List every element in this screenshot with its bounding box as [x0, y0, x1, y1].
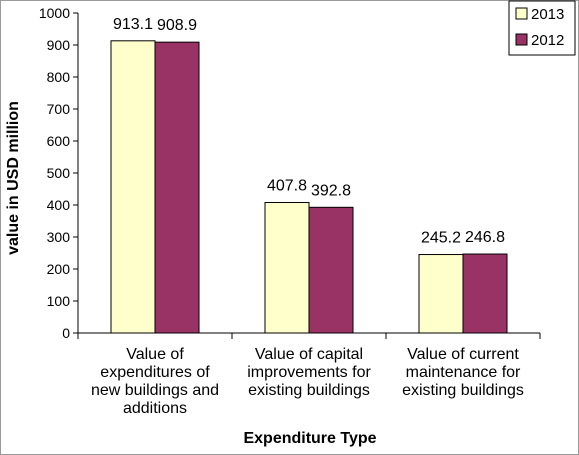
y-tick-label: 1000 [39, 5, 70, 21]
legend-swatch-2013 [515, 7, 528, 20]
x-category-label-line: Value of [126, 346, 184, 363]
bar-2013 [110, 40, 156, 334]
y-tick-label: 100 [47, 293, 71, 309]
data-label: 246.8 [465, 229, 505, 246]
bars [110, 40, 508, 334]
legend-label-2013: 2013 [531, 6, 564, 23]
x-category-label-line: existing buildings [248, 382, 370, 399]
bar-2013 [264, 202, 310, 334]
x-category-label-line: Value of current [407, 346, 519, 363]
legend-label-2012: 2012 [531, 32, 564, 49]
x-category-label-line: expenditures of [100, 364, 210, 381]
y-tick-label: 800 [47, 69, 71, 85]
y-axis-title: value in USD million [5, 101, 22, 255]
y-tick-label: 500 [47, 165, 71, 181]
x-category-label-line: existing buildings [402, 382, 524, 399]
data-label: 908.9 [157, 17, 197, 34]
data-label: 392.8 [311, 182, 351, 199]
y-tick-label: 200 [47, 261, 71, 277]
y-tick-label: 900 [47, 37, 71, 53]
y-tick-label: 700 [47, 101, 71, 117]
bar-2013 [418, 254, 464, 334]
x-axis-title: Expenditure Type [243, 430, 376, 447]
x-category-label-line: additions [123, 400, 187, 417]
bar-2012 [154, 41, 200, 334]
y-axis: 0 100 200 300 400 500 600 700 800 900 1000 [39, 5, 79, 341]
legend: 2013 2012 [508, 0, 576, 56]
x-category-label-line: Value of capital [255, 346, 363, 363]
data-label: 245.2 [421, 230, 461, 247]
x-axis: Value of expenditures of new buildings and… [77, 332, 541, 417]
y-tick-label: 300 [47, 229, 71, 245]
x-category-label-line: new buildings and [91, 382, 219, 399]
y-tick-label: 400 [47, 197, 71, 213]
y-tick-label: 0 [62, 325, 70, 341]
legend-swatch-2012 [515, 33, 528, 46]
x-category-label-line: maintenance for [406, 364, 521, 381]
x-category-label-line: improvements for [247, 364, 371, 381]
data-label: 913.1 [113, 16, 153, 33]
x-category-label: Value of current maintenance for existing … [402, 346, 524, 399]
bar-2012 [462, 253, 508, 334]
bar-2012 [308, 206, 354, 334]
data-label: 407.8 [267, 178, 307, 195]
x-category-label: Value of expenditures of new buildings and… [91, 346, 219, 417]
y-tick-label: 600 [47, 133, 71, 149]
data-labels: 913.1 908.9 407.8 392.8 245.2 246.8 [113, 16, 505, 247]
x-category-label: Value of capital improvements for existing… [247, 346, 371, 399]
